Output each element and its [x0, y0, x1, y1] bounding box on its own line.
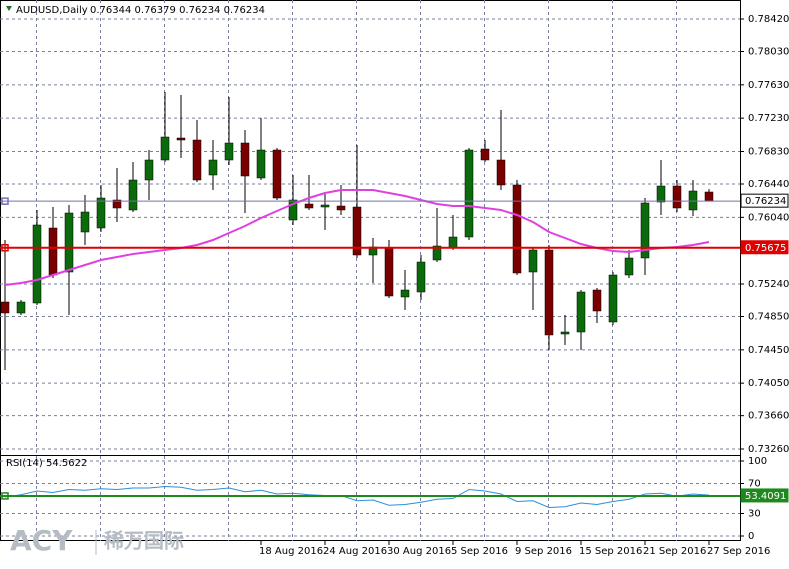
- candle-body: [704, 191, 714, 202]
- rsi-line: [4, 485, 710, 509]
- candle-body: [96, 197, 106, 229]
- candle-body: [608, 274, 618, 323]
- candle-body: [32, 224, 42, 304]
- x-tick-label: 27 Sep 2016: [707, 546, 770, 557]
- candle-body: [512, 184, 522, 274]
- candle-body: [208, 159, 218, 176]
- candle-body: [400, 289, 410, 298]
- y-tick-label: 100: [748, 456, 767, 467]
- candle-body: [144, 159, 154, 181]
- candle-body: [160, 136, 170, 161]
- y-tick-label: 0.76440: [748, 179, 789, 190]
- y-tick-label: 0.77230: [748, 113, 789, 124]
- candle-body: [496, 159, 506, 186]
- y-tick-label: 0: [748, 531, 754, 542]
- y-tick-label: 0.78030: [748, 47, 789, 58]
- candle-body: [688, 190, 698, 211]
- x-tick-label: 5 Sep 2016: [451, 546, 508, 557]
- y-tick-label: 0.77630: [748, 80, 789, 91]
- candle-body: [544, 249, 554, 336]
- y-tick-label: 0.76830: [748, 147, 789, 158]
- h-line-end: [1, 244, 9, 252]
- candle-body: [192, 139, 202, 181]
- candle-body: [592, 289, 602, 312]
- rsi-title: RSI(14) 54.5622: [6, 458, 87, 469]
- x-tick-label: 18 Aug 2016: [259, 546, 323, 557]
- candle-body: [16, 301, 26, 314]
- candle-body: [0, 301, 10, 314]
- watermark-cn: 稀万国际: [104, 529, 184, 553]
- price-label-box: [740, 193, 789, 208]
- h-line-end: [1, 492, 9, 500]
- candle-body: [656, 185, 666, 203]
- moving-average: [4, 189, 710, 286]
- y-tick-label: 0.74450: [748, 345, 789, 356]
- candle-body: [528, 249, 538, 273]
- candle-body: [352, 206, 362, 256]
- y-tick-label: 0.74850: [748, 312, 789, 323]
- candle-body: [256, 149, 266, 179]
- h-line-end: [1, 197, 9, 205]
- candle-body: [416, 261, 426, 293]
- candle-body: [672, 185, 682, 209]
- candle-body: [272, 149, 282, 199]
- price-label: 0.76234: [745, 196, 786, 207]
- candle-body: [624, 257, 634, 276]
- y-tick-label: 0.75240: [748, 279, 789, 290]
- y-tick-label: 0.74050: [748, 378, 789, 389]
- y-tick-label: 0.76040: [748, 212, 789, 223]
- plot-frame: [0, 0, 741, 541]
- price-label-box: [740, 488, 789, 503]
- vertical-grid: [36, 0, 677, 541]
- watermark-brand: ACY: [10, 524, 73, 557]
- candle-body: [80, 211, 90, 233]
- candle-body: [384, 247, 394, 297]
- candle-body: [464, 149, 474, 238]
- x-tick-label: 24 Aug 2016: [323, 546, 387, 557]
- price-label: 53.4091: [745, 491, 786, 502]
- candle-body: [640, 202, 650, 259]
- x-tick-label: 9 Sep 2016: [515, 546, 572, 557]
- x-tick-label: 21 Sep 2016: [643, 546, 706, 557]
- candle-body: [480, 148, 490, 161]
- y-tick-label: 70: [748, 479, 761, 490]
- y-tick-label: 0.78420: [748, 14, 789, 25]
- candle-body: [448, 236, 458, 249]
- y-tick-label: 0.73260: [748, 444, 789, 455]
- candle-body: [176, 137, 186, 141]
- candle-body: [432, 245, 442, 261]
- header-icon: [6, 6, 12, 11]
- candle-body: [240, 142, 250, 177]
- candle-body: [336, 205, 346, 211]
- ohlc-text: 0.76344 0.76379 0.76234 0.76234: [90, 5, 265, 16]
- candle-body: [304, 203, 314, 209]
- chart-title: AUDUSD,Daily: [16, 5, 88, 16]
- candle-body: [48, 227, 58, 276]
- candle-body: [320, 204, 330, 208]
- y-tick-label: 0.73660: [748, 411, 789, 422]
- candle-body: [64, 212, 74, 273]
- price-label-box: [740, 240, 789, 255]
- candle-body: [560, 331, 570, 335]
- candle-body: [112, 199, 122, 209]
- y-tick-label: 30: [748, 508, 761, 519]
- x-tick-label: 30 Aug 2016: [387, 546, 451, 557]
- marks: 0.78420 0.78030 0.77630 0.77230 0.76830 0.764…: [0, 14, 789, 557]
- candle-body: [128, 179, 138, 211]
- candle-body: [288, 199, 298, 221]
- candle-body: [224, 142, 234, 161]
- price-label: 0.75675: [745, 243, 786, 254]
- candle-body: [576, 291, 586, 333]
- x-tick-label: 15 Sep 2016: [579, 546, 642, 557]
